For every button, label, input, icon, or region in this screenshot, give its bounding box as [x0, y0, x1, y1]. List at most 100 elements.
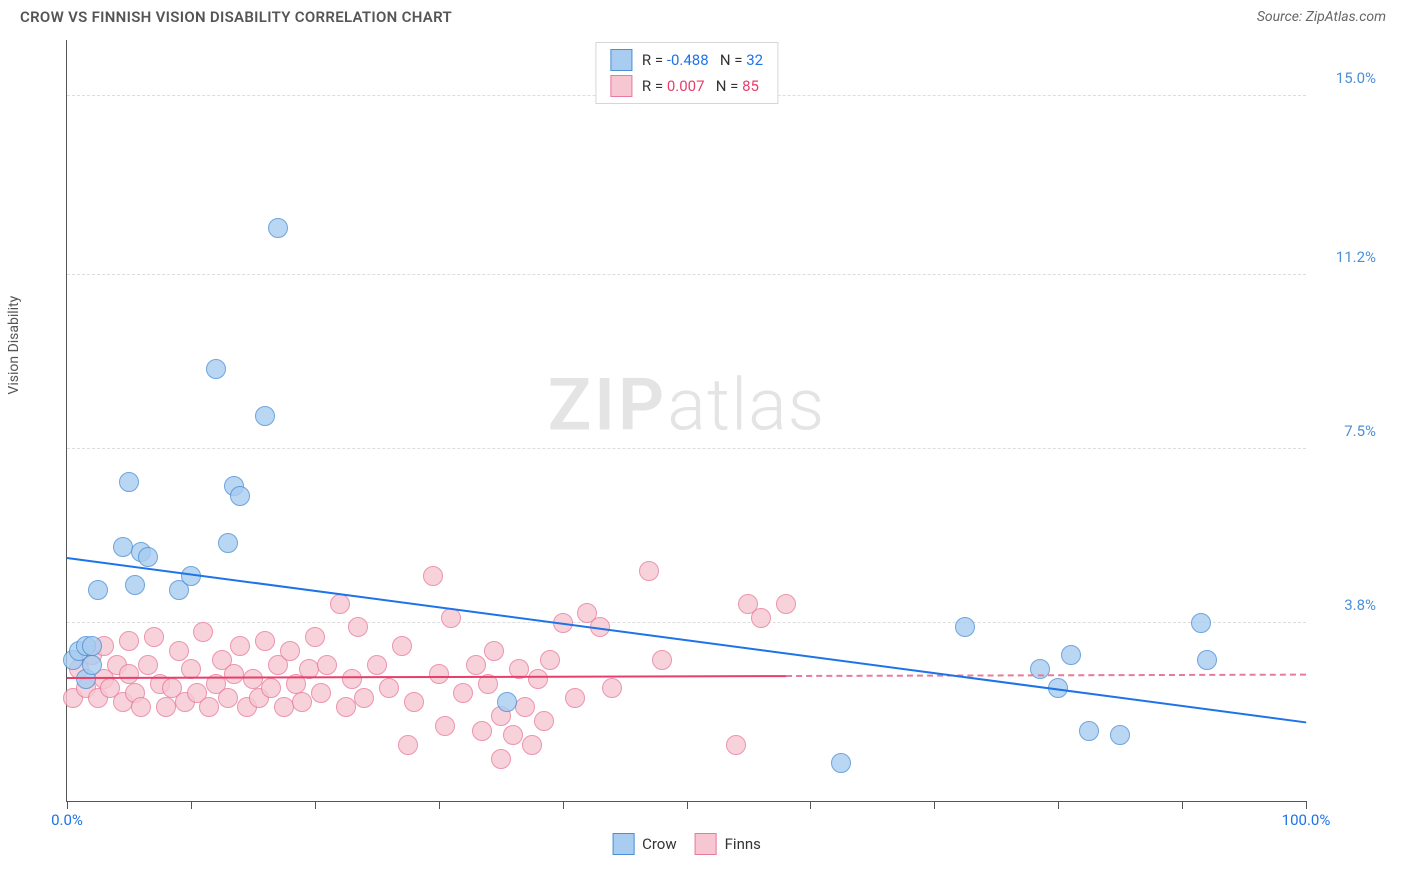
data-point — [423, 566, 443, 586]
x-tick — [191, 801, 192, 809]
data-point — [138, 655, 158, 675]
data-point — [336, 697, 356, 717]
data-point — [354, 688, 374, 708]
data-point — [491, 749, 511, 769]
x-tick — [563, 801, 564, 809]
data-point — [119, 664, 139, 684]
data-point — [776, 594, 796, 614]
data-point — [453, 683, 473, 703]
watermark: ZIPatlas — [548, 363, 826, 448]
legend-text: R = 0.007 N = 85 — [642, 77, 759, 95]
data-point — [268, 218, 288, 238]
data-point — [503, 725, 523, 745]
legend-label: Finns — [725, 835, 761, 853]
x-tick — [810, 801, 811, 809]
data-point — [82, 655, 102, 675]
data-point — [404, 692, 424, 712]
trend-line — [786, 673, 1306, 676]
x-tick — [67, 801, 68, 809]
data-point — [429, 664, 449, 684]
data-point — [831, 753, 851, 773]
data-point — [330, 594, 350, 614]
data-point — [292, 692, 312, 712]
x-tick — [439, 801, 440, 809]
data-point — [540, 650, 560, 670]
data-point — [534, 711, 554, 731]
data-point — [515, 697, 535, 717]
chart-area: Vision Disability ZIPatlas R = -0.488 N … — [20, 40, 1386, 832]
data-point — [379, 678, 399, 698]
data-point — [392, 636, 412, 656]
data-point — [169, 641, 189, 661]
x-tick — [687, 801, 688, 809]
data-point — [199, 697, 219, 717]
data-point — [435, 716, 455, 736]
data-point — [125, 575, 145, 595]
y-tick-label: 15.0% — [1316, 69, 1376, 87]
data-point — [528, 669, 548, 689]
x-tick-label: 100.0% — [1282, 811, 1331, 829]
data-point — [367, 655, 387, 675]
x-tick — [1182, 801, 1183, 809]
data-point — [726, 735, 746, 755]
chart-title: CROW VS FINNISH VISION DISABILITY CORREL… — [20, 8, 452, 26]
data-point — [82, 636, 102, 656]
data-point — [255, 406, 275, 426]
data-point — [1191, 613, 1211, 633]
data-point — [1079, 721, 1099, 741]
data-point — [522, 735, 542, 755]
data-point — [206, 359, 226, 379]
data-point — [261, 678, 281, 698]
data-point — [230, 636, 250, 656]
gridline — [67, 448, 1306, 449]
x-tick — [934, 801, 935, 809]
x-tick — [1306, 801, 1307, 809]
data-point — [639, 561, 659, 581]
trend-line — [67, 675, 786, 679]
data-point — [243, 669, 263, 689]
data-point — [274, 697, 294, 717]
data-point — [131, 697, 151, 717]
data-point — [348, 617, 368, 637]
gridline — [67, 622, 1306, 623]
y-tick-label: 7.5% — [1316, 422, 1376, 440]
data-point — [497, 692, 517, 712]
x-tick — [1058, 801, 1059, 809]
data-point — [230, 486, 250, 506]
plot-region: ZIPatlas R = -0.488 N = 32 R = 0.007 N = … — [66, 40, 1306, 802]
data-point — [224, 664, 244, 684]
data-point — [88, 580, 108, 600]
legend-text: R = -0.488 N = 32 — [642, 51, 763, 69]
chart-source: Source: ZipAtlas.com — [1257, 9, 1386, 25]
data-point — [652, 650, 672, 670]
data-point — [144, 627, 164, 647]
legend-item: Crow — [612, 833, 677, 855]
data-point — [602, 678, 622, 698]
legend-item: Finns — [695, 833, 761, 855]
data-point — [1061, 645, 1081, 665]
data-point — [138, 547, 158, 567]
correlation-legend: R = -0.488 N = 32 R = 0.007 N = 85 — [595, 42, 778, 104]
data-point — [472, 721, 492, 741]
data-point — [311, 683, 331, 703]
y-axis-label: Vision Disability — [6, 296, 22, 395]
x-tick-label: 0.0% — [51, 811, 83, 829]
legend-label: Crow — [642, 835, 677, 853]
data-point — [193, 622, 213, 642]
legend-swatch — [612, 833, 634, 855]
data-point — [280, 641, 300, 661]
legend-swatch — [610, 49, 632, 71]
data-point — [1030, 659, 1050, 679]
data-point — [398, 735, 418, 755]
data-point — [218, 688, 238, 708]
data-point — [113, 537, 133, 557]
x-tick — [315, 801, 316, 809]
data-point — [955, 617, 975, 637]
data-point — [305, 627, 325, 647]
legend-swatch — [695, 833, 717, 855]
gridline — [67, 274, 1306, 275]
data-point — [751, 608, 771, 628]
legend-row: R = 0.007 N = 85 — [610, 75, 763, 97]
data-point — [484, 641, 504, 661]
data-point — [1197, 650, 1217, 670]
